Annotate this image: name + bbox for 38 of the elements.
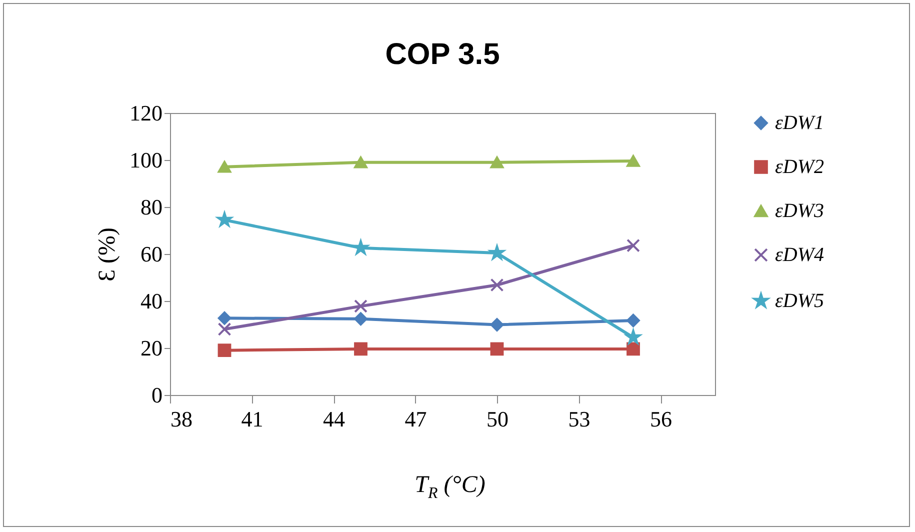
- x-tick-label: 41: [241, 406, 264, 432]
- x-tick-label: 50: [486, 406, 508, 432]
- legend-label: εDW5: [775, 290, 824, 312]
- point: [354, 156, 368, 168]
- y-tick-label: 60: [140, 242, 162, 266]
- point: [626, 155, 640, 167]
- y-tick-label: 40: [140, 288, 162, 314]
- point: [626, 342, 640, 356]
- y-tick-label: 80: [140, 194, 162, 220]
- y-tick-label: 120: [130, 100, 162, 126]
- point: [354, 299, 368, 313]
- point: [490, 278, 504, 292]
- point: [218, 311, 232, 325]
- point: [490, 156, 504, 168]
- legend-label: εDW1: [775, 112, 824, 134]
- point: [354, 312, 368, 326]
- point: [626, 314, 640, 328]
- point: [218, 322, 232, 336]
- x-tick-label: 53: [568, 406, 590, 432]
- x-tick-label: 47: [404, 406, 427, 432]
- point: [490, 342, 504, 356]
- y-tick-label: 100: [130, 148, 162, 172]
- point: [490, 318, 504, 332]
- x-tick-label: 38: [170, 406, 192, 432]
- legend-label: εDW3: [775, 200, 824, 222]
- point: [218, 344, 232, 358]
- y-axis-title: Ɛ (%): [94, 228, 120, 282]
- y-tick-label: 0: [152, 382, 162, 408]
- point: [354, 342, 368, 356]
- point: [218, 160, 232, 173]
- legend-label: εDW2: [775, 156, 824, 178]
- x-tick-label: 56: [650, 406, 672, 432]
- x-axis-title: T$_{R}$ (°C): [414, 472, 486, 502]
- x-tick-label: 44: [323, 406, 345, 432]
- point: [626, 238, 640, 252]
- chart-title: COP 3.5: [385, 38, 500, 71]
- y-tick-label: 20: [140, 336, 162, 360]
- legend-label: εDW4: [775, 244, 824, 266]
